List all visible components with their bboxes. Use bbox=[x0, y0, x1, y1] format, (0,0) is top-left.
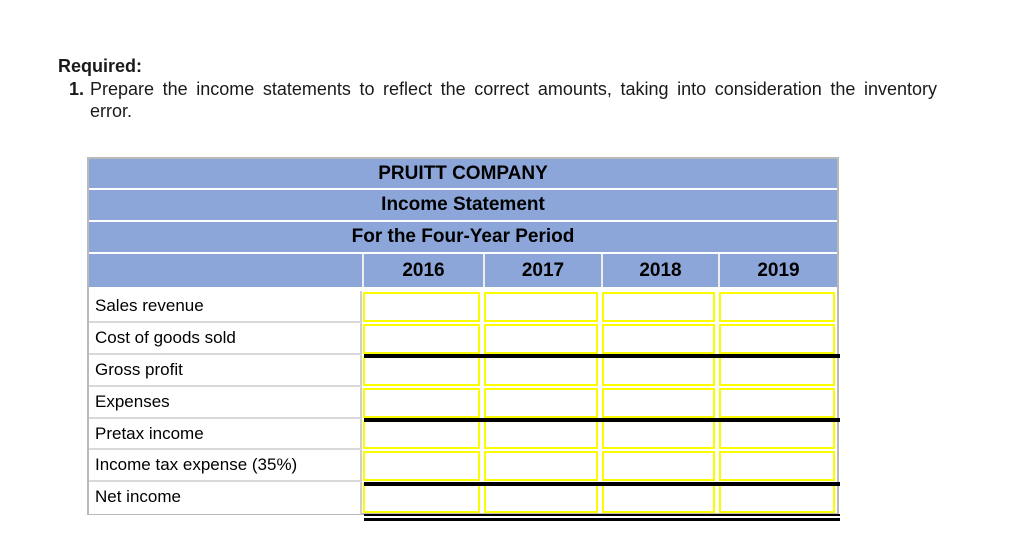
input-cell[interactable] bbox=[719, 387, 835, 418]
table-row-cost-of-goods-sold: Cost of goods sold bbox=[89, 322, 837, 355]
row-label: Expenses bbox=[89, 386, 362, 419]
input-cell[interactable] bbox=[363, 419, 480, 450]
input-cell[interactable] bbox=[719, 355, 835, 386]
row-label: Pretax income bbox=[89, 418, 362, 451]
table-row-expenses: Expenses bbox=[89, 386, 837, 419]
input-cell[interactable] bbox=[719, 292, 835, 322]
input-cell[interactable] bbox=[719, 323, 835, 354]
row-label: Gross profit bbox=[89, 354, 362, 387]
income-statement-table: PRUITT COMPANY Income Statement For the … bbox=[87, 157, 840, 521]
year-header-2017: 2017 bbox=[483, 254, 601, 287]
input-cell[interactable] bbox=[719, 419, 835, 450]
input-cell[interactable] bbox=[719, 483, 835, 514]
subtotal-rule-cogs bbox=[364, 354, 840, 358]
corner-cell bbox=[89, 254, 362, 287]
row-label: Sales revenue bbox=[89, 291, 362, 323]
double-underline-net-income bbox=[364, 514, 840, 521]
year-header-row: 2016 2017 2018 2019 bbox=[89, 254, 837, 287]
subtotal-rule-expenses bbox=[364, 418, 840, 422]
instruction-text-line1: Prepare the income statements to reflect… bbox=[90, 79, 937, 99]
input-cell[interactable] bbox=[602, 292, 715, 322]
input-cell[interactable] bbox=[363, 292, 480, 322]
row-cells bbox=[362, 419, 837, 451]
input-cell[interactable] bbox=[602, 387, 715, 418]
table-subtitle: Income Statement bbox=[89, 190, 837, 220]
row-cells bbox=[362, 355, 837, 387]
table-row-income-tax-expense: Income tax expense (35%) bbox=[89, 450, 837, 483]
year-header-2018: 2018 bbox=[601, 254, 718, 287]
row-cells bbox=[362, 482, 837, 514]
row-label: Income tax expense (35%) bbox=[89, 450, 362, 483]
input-cell[interactable] bbox=[484, 419, 598, 450]
input-cell[interactable] bbox=[484, 292, 598, 322]
input-cell[interactable] bbox=[363, 387, 480, 418]
input-cell[interactable] bbox=[484, 355, 598, 386]
input-cell[interactable] bbox=[363, 323, 480, 354]
input-cell[interactable] bbox=[484, 451, 598, 482]
input-cell[interactable] bbox=[363, 355, 480, 386]
input-cell[interactable] bbox=[602, 355, 715, 386]
input-cell[interactable] bbox=[602, 323, 715, 354]
year-header-2019: 2019 bbox=[718, 254, 837, 287]
table-row-gross-profit: Gross profit bbox=[89, 354, 837, 387]
row-cells bbox=[362, 450, 837, 482]
row-cells bbox=[362, 387, 837, 419]
table-row-sales-revenue: Sales revenue bbox=[89, 291, 837, 323]
item-number: 1. bbox=[69, 79, 85, 99]
table-row-pretax-income: Pretax income bbox=[89, 418, 837, 451]
input-cell[interactable] bbox=[484, 387, 598, 418]
input-cell[interactable] bbox=[719, 451, 835, 482]
instruction-text-line2: error. bbox=[90, 101, 133, 121]
row-label: Net income bbox=[89, 482, 362, 515]
input-cell[interactable] bbox=[484, 483, 598, 514]
subtotal-rule-tax bbox=[364, 482, 840, 486]
input-cell[interactable] bbox=[484, 323, 598, 354]
input-cell[interactable] bbox=[602, 483, 715, 514]
input-cell[interactable] bbox=[363, 451, 480, 482]
input-cell[interactable] bbox=[602, 419, 715, 450]
table-row-net-income: Net income bbox=[89, 482, 837, 515]
input-cell[interactable] bbox=[363, 483, 480, 514]
required-heading: Required: bbox=[58, 56, 143, 76]
row-cells bbox=[362, 291, 837, 323]
input-cell[interactable] bbox=[602, 451, 715, 482]
table-title: PRUITT COMPANY bbox=[89, 159, 837, 188]
table-period: For the Four-Year Period bbox=[89, 222, 837, 252]
year-header-2016: 2016 bbox=[362, 254, 483, 287]
row-label: Cost of goods sold bbox=[89, 322, 362, 355]
row-cells bbox=[362, 323, 837, 355]
